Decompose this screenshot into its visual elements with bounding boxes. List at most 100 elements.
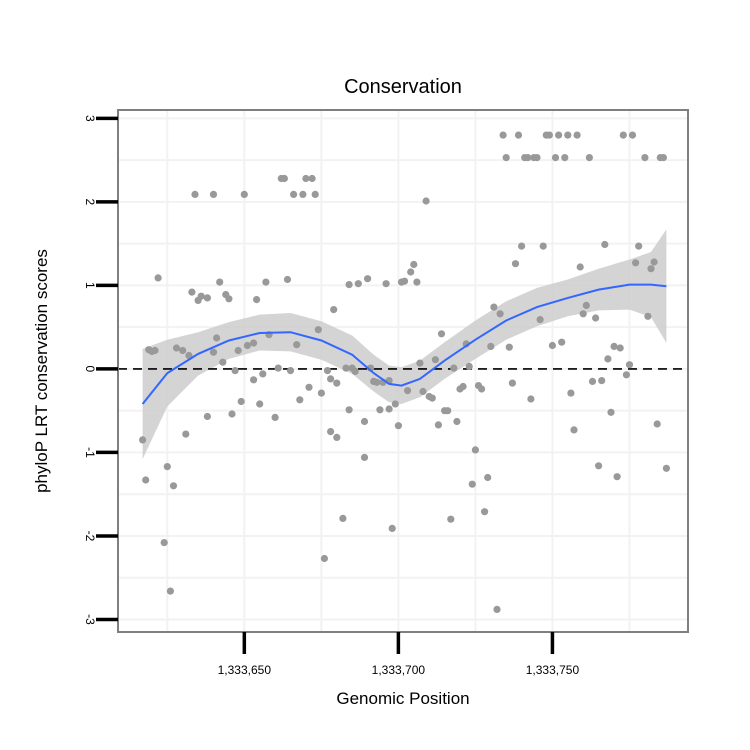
data-point — [518, 242, 526, 250]
data-point — [453, 417, 461, 426]
data-point — [360, 417, 369, 426]
data-point — [197, 292, 205, 300]
data-point — [524, 154, 532, 162]
data-point — [444, 407, 452, 415]
data-point — [502, 154, 510, 162]
data-point — [172, 344, 181, 352]
data-point — [607, 408, 615, 416]
data-point — [622, 371, 631, 379]
data-point — [262, 278, 270, 286]
data-point — [561, 154, 569, 162]
data-point — [259, 370, 267, 378]
data-point — [647, 265, 655, 273]
data-point — [539, 242, 547, 250]
data-point — [271, 413, 279, 421]
x-tick-label: 1,333,750 — [526, 663, 580, 677]
data-point — [595, 462, 603, 470]
data-point — [641, 154, 649, 162]
data-point — [659, 154, 668, 162]
data-point — [250, 339, 258, 347]
data-point — [413, 278, 421, 286]
y-tick-label: 1 — [83, 282, 97, 289]
data-point — [203, 412, 211, 421]
data-point — [345, 281, 353, 289]
data-point — [481, 508, 489, 516]
data-point — [382, 280, 390, 288]
data-point — [330, 306, 338, 314]
data-point — [628, 131, 637, 139]
data-point — [243, 341, 251, 350]
x-tick-label: 1,333,650 — [218, 663, 272, 677]
data-point — [407, 268, 415, 276]
data-point — [388, 524, 396, 533]
data-point — [616, 344, 624, 352]
y-axis-title: phyloP LRT conservation scores — [32, 249, 51, 493]
data-point — [296, 396, 304, 404]
data-point — [231, 367, 239, 375]
data-point — [311, 190, 319, 198]
data-point — [394, 422, 402, 430]
data-point — [290, 190, 298, 198]
data-point — [209, 190, 218, 198]
smooth-trend-line — [141, 283, 667, 405]
data-point — [579, 310, 587, 318]
data-point — [487, 342, 495, 350]
data-point — [604, 355, 612, 363]
panel-border — [117, 109, 689, 633]
data-point — [514, 131, 523, 139]
data-point — [169, 482, 178, 490]
data-point — [345, 406, 353, 414]
data-point — [237, 397, 245, 406]
data-point — [203, 294, 211, 302]
data-point — [555, 131, 563, 139]
data-point — [323, 367, 332, 375]
data-point — [567, 389, 575, 397]
data-point — [428, 394, 436, 402]
data-point — [410, 260, 418, 269]
data-point — [216, 278, 224, 286]
data-point — [308, 174, 316, 183]
data-point — [360, 453, 369, 461]
data-point — [404, 387, 412, 395]
data-point — [209, 348, 218, 356]
data-point — [582, 301, 590, 309]
y-tick-label: 2 — [83, 199, 97, 206]
y-tick-label: -2 — [83, 531, 97, 542]
data-point — [385, 405, 393, 413]
data-point — [286, 367, 295, 375]
data-point — [422, 197, 430, 205]
data-point — [447, 515, 455, 523]
data-point — [280, 174, 288, 183]
data-point — [551, 154, 560, 162]
data-point — [327, 375, 335, 383]
data-point — [364, 275, 372, 283]
data-point — [256, 400, 264, 408]
data-point — [576, 263, 584, 271]
data-point — [536, 316, 544, 324]
data-point — [650, 258, 658, 266]
data-point — [533, 154, 541, 162]
data-point — [219, 358, 227, 366]
data-point — [619, 131, 627, 139]
data-point — [391, 400, 399, 408]
data-point — [225, 295, 233, 303]
data-point — [191, 190, 199, 198]
data-point — [570, 426, 578, 434]
data-point — [234, 346, 242, 355]
data-point — [314, 326, 322, 334]
data-point — [160, 539, 168, 547]
data-point — [342, 364, 350, 372]
data-point — [253, 296, 261, 304]
data-point — [644, 312, 652, 320]
data-point — [240, 190, 248, 198]
data-point — [373, 378, 381, 386]
data-point — [450, 364, 458, 372]
data-point — [354, 280, 362, 288]
data-point — [468, 480, 476, 488]
data-point — [179, 346, 187, 355]
data-point — [573, 131, 581, 139]
data-point — [305, 383, 313, 391]
y-tick-label: 0 — [83, 366, 97, 373]
data-point — [142, 476, 150, 484]
